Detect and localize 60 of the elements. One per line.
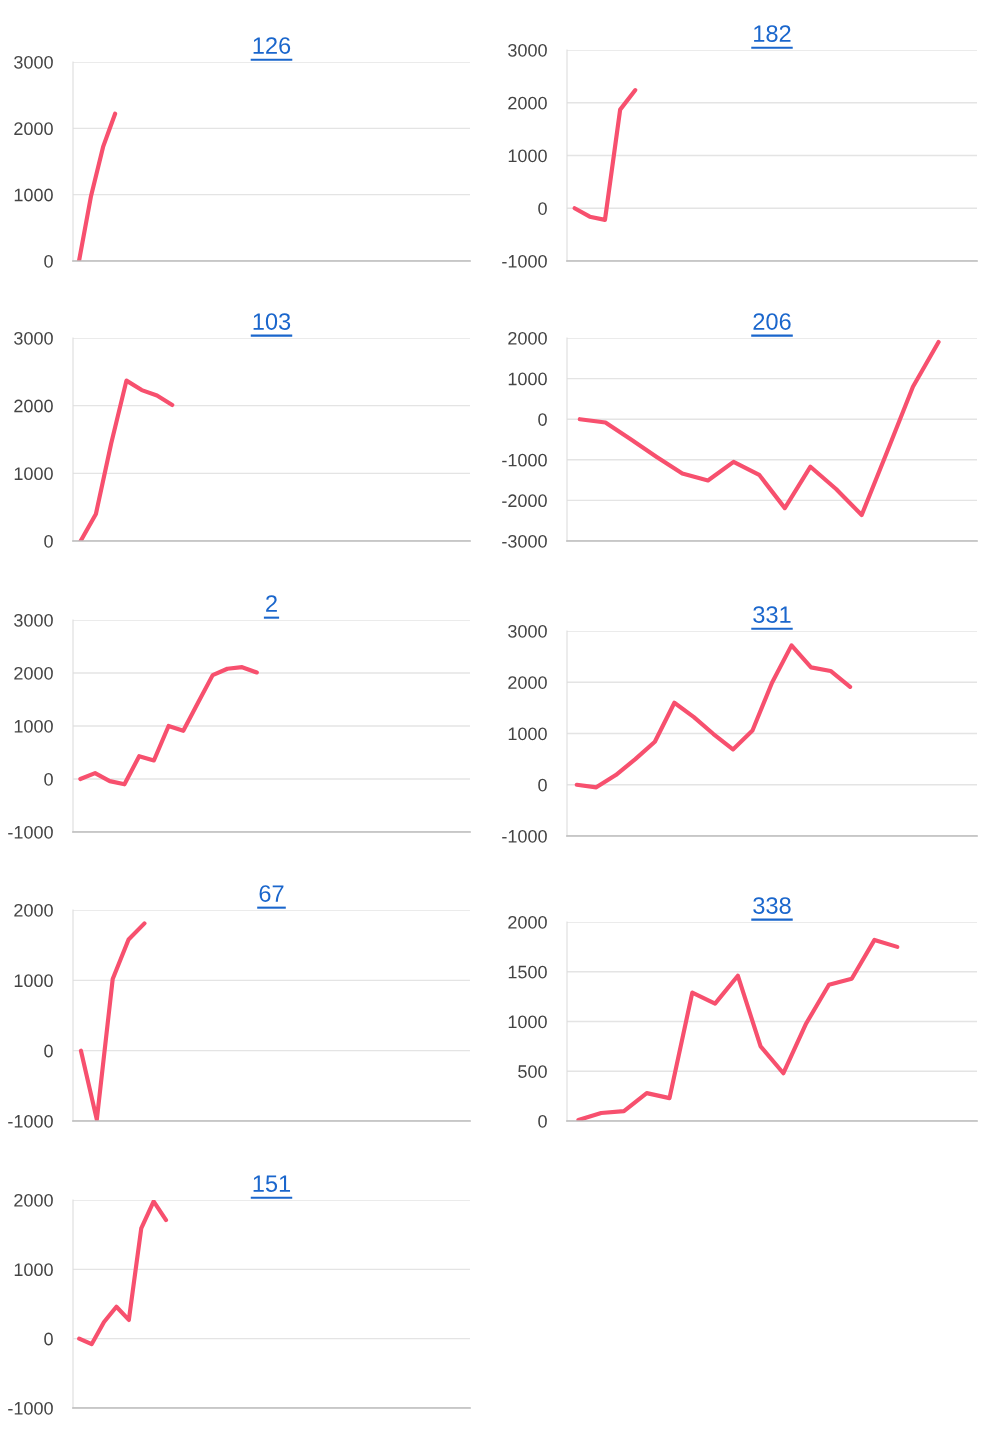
- y-tick-label: 3000: [14, 613, 53, 627]
- chart-title: 206: [753, 313, 791, 330]
- y-tick-label: -1000: [502, 254, 547, 268]
- y-tick-label: 0: [44, 534, 53, 548]
- line-series: [572, 88, 638, 222]
- y-tick-label: 1000: [508, 149, 547, 163]
- line-series: [76, 111, 118, 261]
- line-series: [577, 339, 941, 518]
- y-tick-label: 1000: [508, 1015, 547, 1029]
- y-tick-label: 2000: [14, 399, 53, 413]
- line-series: [78, 921, 147, 1121]
- y-tick-label: 3000: [508, 624, 547, 638]
- y-tick-label: 2000: [508, 915, 547, 929]
- y-tick-label: 2000: [508, 331, 547, 345]
- y-tick-label: 2000: [14, 1193, 53, 1207]
- line-series: [576, 937, 900, 1121]
- y-tick-label: 0: [44, 1332, 53, 1346]
- y-tick-label: -1000: [502, 453, 547, 467]
- y-tick-label: -1000: [502, 829, 547, 843]
- y-tick-label: 0: [538, 202, 547, 215]
- y-tick-label: 2000: [14, 122, 53, 136]
- y-tick-label: 3000: [508, 43, 547, 57]
- y-tick-label: 2000: [508, 676, 547, 689]
- y-tick-label: 0: [44, 772, 53, 786]
- chart-title: 331: [753, 606, 791, 623]
- line-series: [574, 643, 853, 790]
- y-tick-label: 3000: [14, 55, 53, 69]
- y-tick-label: 0: [44, 254, 53, 268]
- y-tick-label: -1000: [8, 825, 53, 839]
- chart-title: 182: [754, 25, 791, 42]
- y-tick-label: -1000: [8, 1114, 53, 1128]
- y-tick-label: 500: [518, 1065, 547, 1078]
- y-tick-label: -3000: [502, 534, 547, 548]
- line-series: [77, 1200, 169, 1347]
- y-tick-label: 1000: [14, 188, 53, 202]
- y-tick-label: 1000: [14, 1263, 53, 1277]
- y-tick-label: 1000: [14, 974, 53, 988]
- y-tick-label: 1500: [508, 965, 547, 979]
- chart-title: 103: [253, 313, 291, 330]
- y-tick-label: 0: [538, 778, 547, 792]
- y-tick-label: 0: [538, 1114, 547, 1128]
- y-tick-label: 2000: [508, 96, 547, 110]
- y-tick-label: 2000: [14, 666, 53, 680]
- y-tick-label: -1000: [8, 1401, 53, 1415]
- chart-title: 67: [259, 885, 284, 902]
- chart-title: 2: [266, 595, 277, 612]
- y-tick-label: 0: [44, 1044, 53, 1058]
- y-tick-label: 3000: [14, 331, 53, 345]
- line-series: [78, 378, 175, 541]
- line-series: [78, 665, 259, 787]
- y-tick-label: 1000: [14, 467, 53, 481]
- y-tick-label: 1000: [14, 719, 53, 733]
- chart-title: 338: [753, 897, 791, 914]
- y-tick-label: 0: [538, 413, 547, 426]
- y-tick-label: 1000: [508, 372, 547, 386]
- chart-title: 151: [253, 1175, 291, 1192]
- y-tick-label: -2000: [502, 494, 547, 508]
- chart-title: 126: [253, 37, 291, 54]
- y-tick-label: 2000: [14, 903, 53, 917]
- y-tick-label: 1000: [508, 727, 547, 741]
